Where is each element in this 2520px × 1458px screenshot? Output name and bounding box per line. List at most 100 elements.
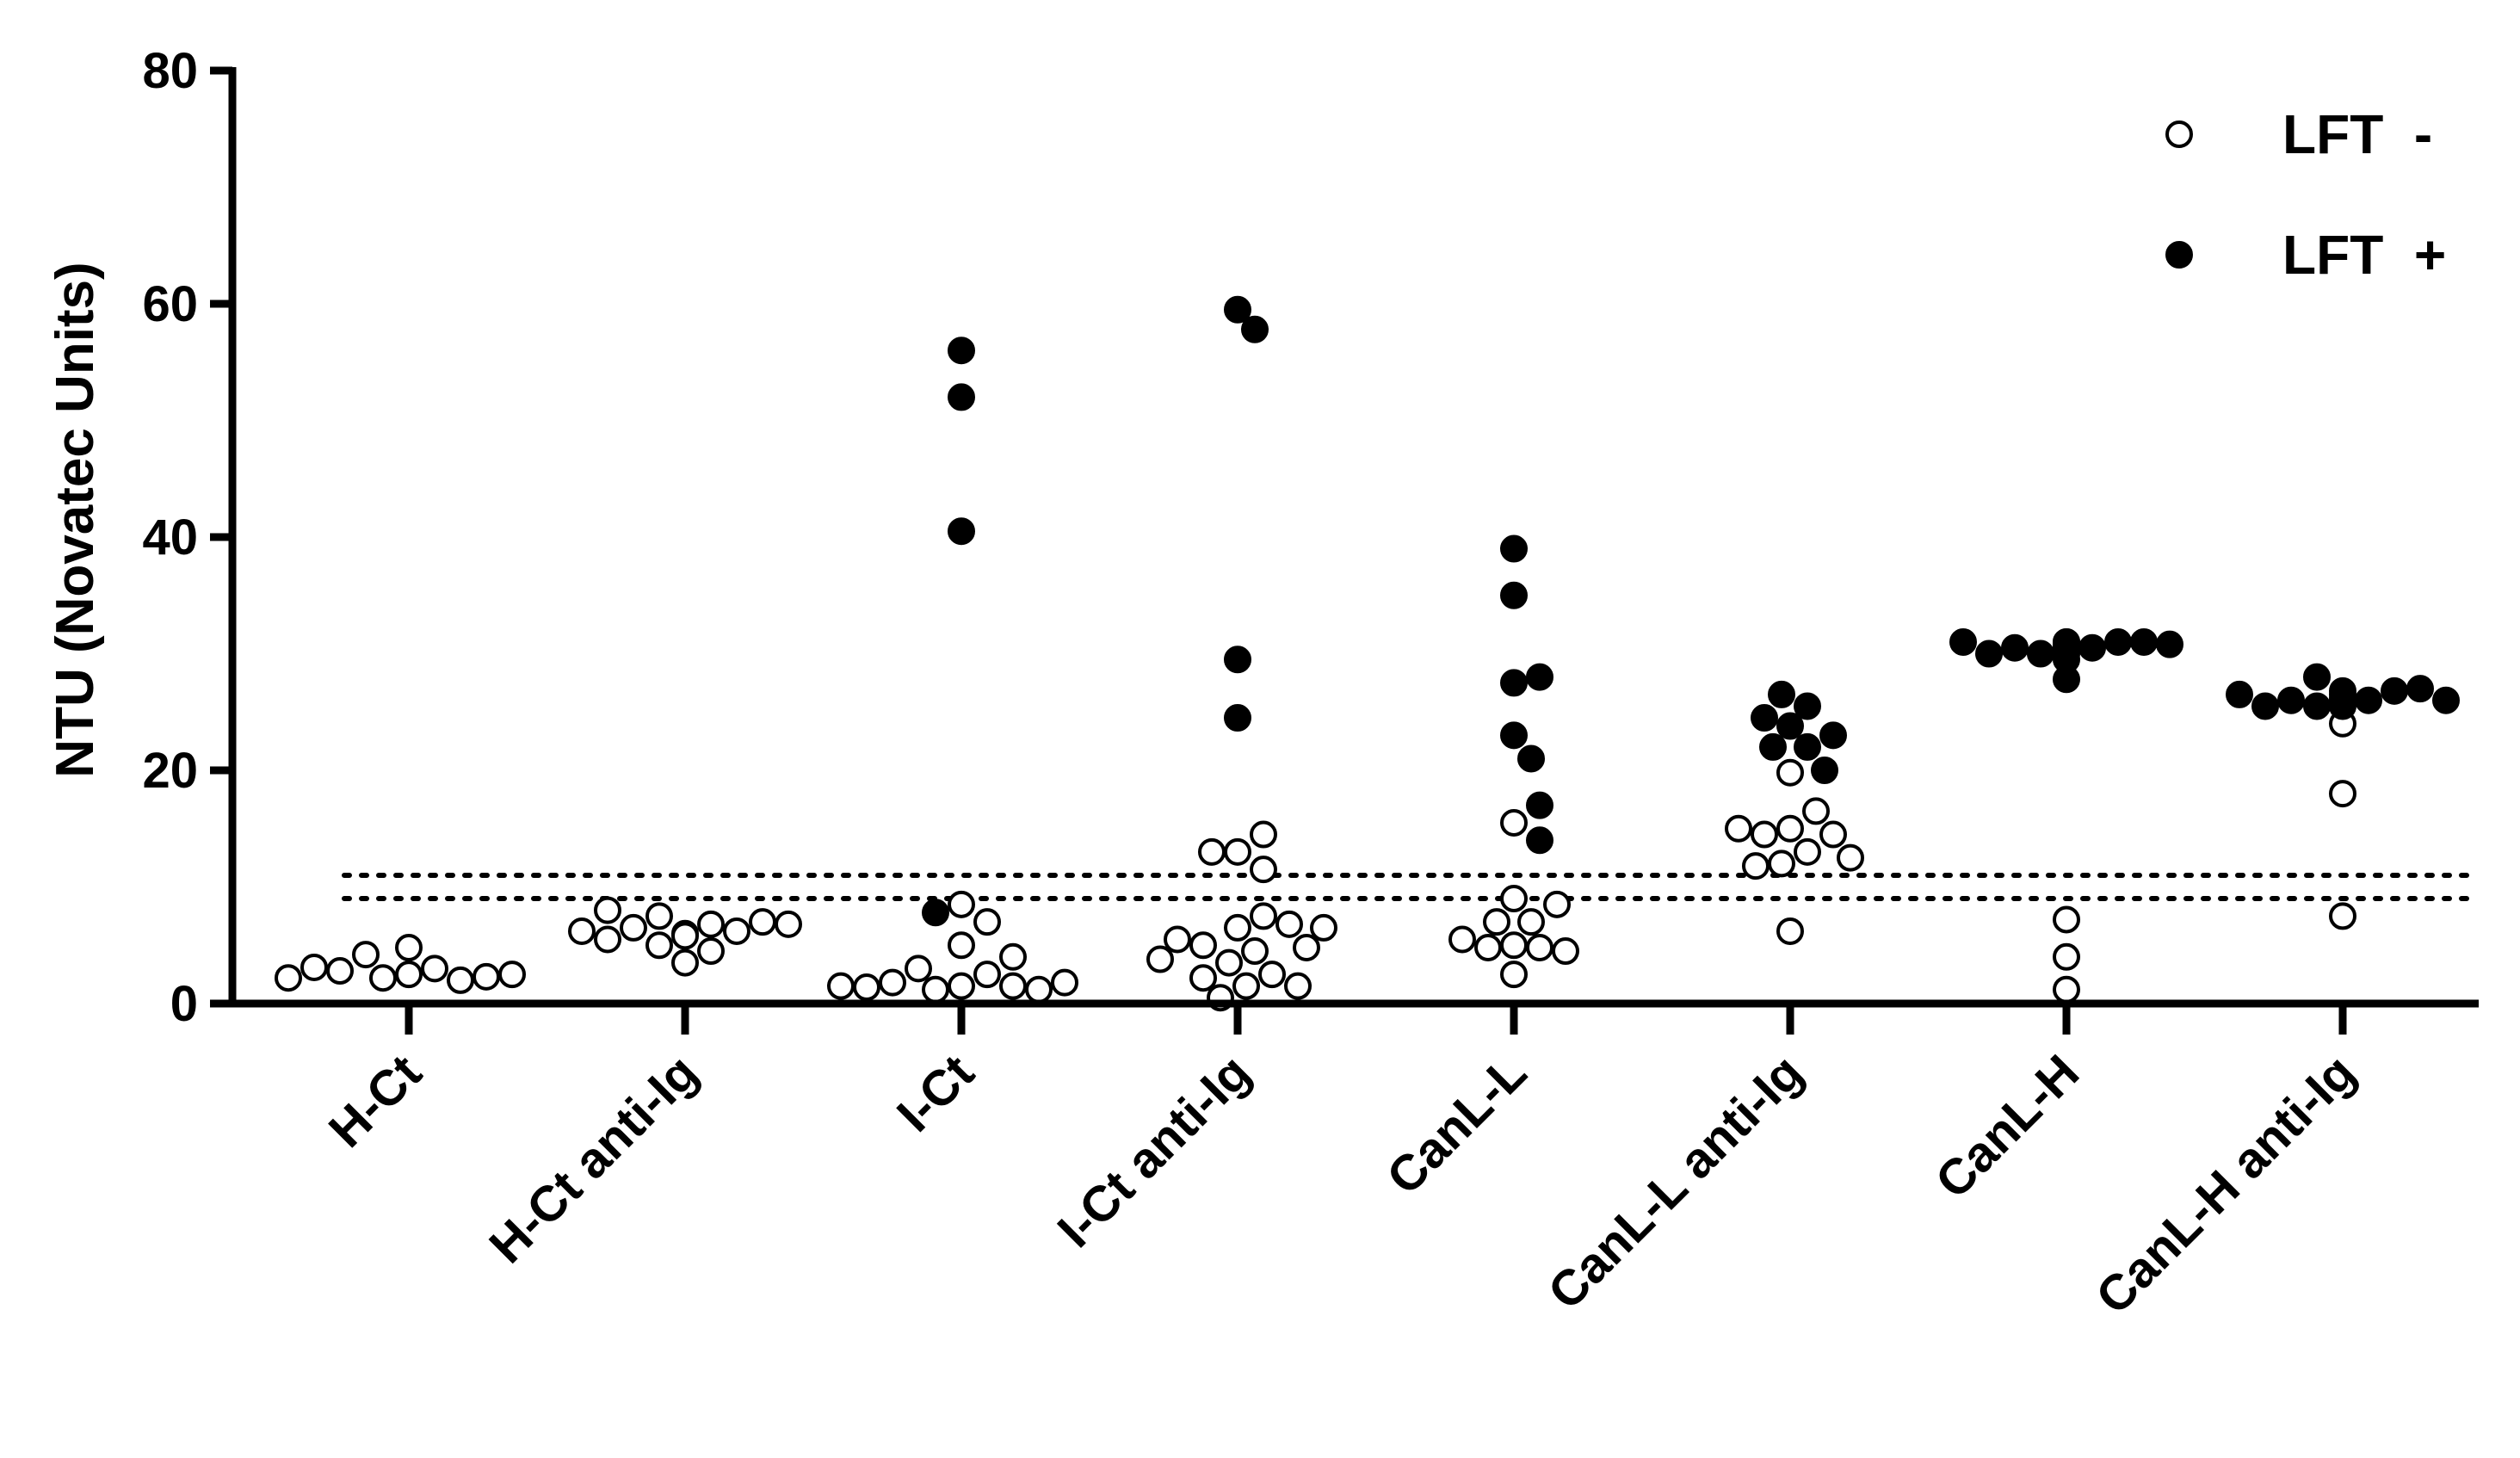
data-point-lft-negative — [300, 953, 328, 981]
data-point-lft-negative — [948, 972, 975, 1000]
data-point-lft-negative — [594, 925, 621, 954]
data-point-lft-negative — [697, 910, 725, 938]
data-point-lft-negative — [1768, 849, 1795, 878]
data-point-lft-negative — [2053, 905, 2080, 934]
data-point-lft-negative — [2053, 942, 2080, 971]
data-point-lft-positive — [1500, 581, 1528, 609]
data-point-lft-negative — [2329, 902, 2356, 930]
x-ticks: H-Ct H-Ct anti-Ig I-Ct I-Ct anti-Ig CanL-L Ca… — [318, 1004, 2366, 1325]
data-point-lft-positive — [1500, 669, 1528, 697]
data-point-lft-negative — [999, 972, 1027, 1000]
data-point-lft-negative — [1215, 948, 1243, 977]
data-point-lft-positive — [1794, 692, 1821, 720]
data-point-lft-negative — [1241, 937, 1269, 966]
data-point-lft-negative — [594, 896, 621, 924]
data-point-lft-negative — [1146, 945, 1174, 973]
x-tick-label: H-Ct — [318, 1044, 433, 1158]
data-point-lft-negative — [671, 922, 699, 950]
data-point-lft-negative — [620, 913, 647, 942]
data-point-lft-negative — [948, 931, 975, 960]
legend: LFT - LFT + — [2165, 103, 2446, 286]
legend-label-lft-positive: LFT + — [2282, 224, 2446, 286]
data-point-lft-negative — [1526, 933, 1553, 961]
data-point-lft-positive — [1811, 757, 1838, 784]
data-point-lft-negative — [1250, 820, 1277, 849]
data-point-lft-negative — [1284, 972, 1312, 1000]
data-point-lft-positive — [1759, 732, 1787, 761]
data-point-lft-positive — [1224, 646, 1251, 674]
data-point-lft-negative — [973, 961, 1001, 989]
data-point-lft-negative — [1250, 856, 1277, 884]
data-point-lft-positive — [2406, 675, 2434, 703]
data-point-lft-negative — [1500, 931, 1528, 960]
data-point-lft-negative — [498, 961, 526, 989]
x-tick-label: CanL-L anti-Ig — [1537, 1044, 1813, 1320]
data-point-lft-negative — [369, 964, 397, 992]
data-point-lft-negative — [1051, 968, 1078, 997]
data-point-lft-negative — [1742, 852, 1770, 880]
data-point-lft-negative — [2329, 780, 2356, 808]
data-point-lft-positive — [2277, 686, 2305, 714]
data-point-lft-positive — [2303, 692, 2331, 720]
data-point-lft-positive — [1500, 534, 1528, 563]
data-point-lft-positive — [2355, 686, 2382, 714]
data-point-lft-positive — [1819, 721, 1847, 750]
data-point-lft-negative — [395, 961, 423, 989]
data-point-lft-positive — [1526, 826, 1553, 855]
data-point-lft-positive — [1500, 721, 1528, 750]
x-tick-label: I-Ct anti-Ig — [1047, 1044, 1261, 1258]
data-point-lft-positive — [2432, 686, 2460, 714]
y-tick-label: 80 — [142, 43, 198, 99]
legend-marker-lft-positive — [2165, 241, 2193, 269]
data-point-lft-positive — [1224, 295, 1251, 324]
data-point-lft-positive — [1768, 680, 1795, 708]
x-tick-label: CanL-H — [1924, 1044, 2090, 1209]
data-point-lft-negative — [645, 902, 673, 930]
data-point-lft-negative — [1310, 913, 1337, 942]
x-tick-label: CanL-H anti-Ig — [2085, 1044, 2366, 1325]
data-point-lft-positive — [1776, 712, 1804, 740]
data-point-lft-positive — [948, 337, 975, 365]
data-point-lft-negative — [568, 917, 596, 945]
data-point-lft-negative — [1500, 961, 1528, 989]
data-points — [275, 295, 2460, 1012]
data-point-lft-negative — [671, 948, 699, 977]
data-point-lft-positive — [1241, 315, 1269, 343]
data-point-lft-positive — [2104, 627, 2132, 656]
data-point-lft-positive — [2156, 630, 2183, 658]
data-point-lft-negative — [1232, 972, 1260, 1000]
y-ticks: 0 20 40 60 80 — [142, 43, 232, 1032]
data-point-lft-positive — [1224, 704, 1251, 732]
data-point-lft-positive — [1517, 744, 1545, 773]
data-point-lft-negative — [1224, 913, 1251, 942]
data-point-lft-positive — [1975, 639, 2003, 668]
data-point-lft-positive — [1949, 627, 1977, 656]
data-point-lft-positive — [922, 899, 949, 927]
data-point-lft-positive — [2130, 627, 2158, 656]
data-point-lft-negative — [1776, 758, 1804, 787]
data-point-lft-negative — [1448, 925, 1476, 954]
data-point-lft-negative — [421, 954, 448, 983]
data-point-lft-positive — [1526, 663, 1553, 691]
data-point-lft-negative — [697, 937, 725, 966]
data-point-lft-negative — [1552, 937, 1579, 966]
data-point-lft-positive — [2001, 633, 2029, 662]
data-point-lft-negative — [1802, 797, 1830, 825]
data-point-lft-positive — [1794, 732, 1821, 761]
data-point-lft-positive — [2381, 676, 2408, 705]
y-tick-label: 0 — [170, 976, 198, 1032]
data-point-lft-negative — [749, 908, 776, 936]
reference-lines — [342, 872, 2473, 902]
data-point-lft-negative — [827, 972, 855, 1000]
data-point-lft-negative — [775, 910, 802, 938]
data-point-lft-negative — [922, 975, 949, 1004]
data-point-lft-negative — [1751, 820, 1778, 849]
legend-label-lft-negative: LFT - — [2282, 103, 2432, 165]
y-tick-label: 60 — [142, 276, 198, 332]
data-point-lft-negative — [1500, 808, 1528, 837]
data-point-lft-negative — [1500, 885, 1528, 913]
data-point-lft-negative — [352, 941, 380, 969]
data-point-lft-positive — [2251, 692, 2279, 720]
data-point-lft-positive — [2027, 639, 2054, 668]
